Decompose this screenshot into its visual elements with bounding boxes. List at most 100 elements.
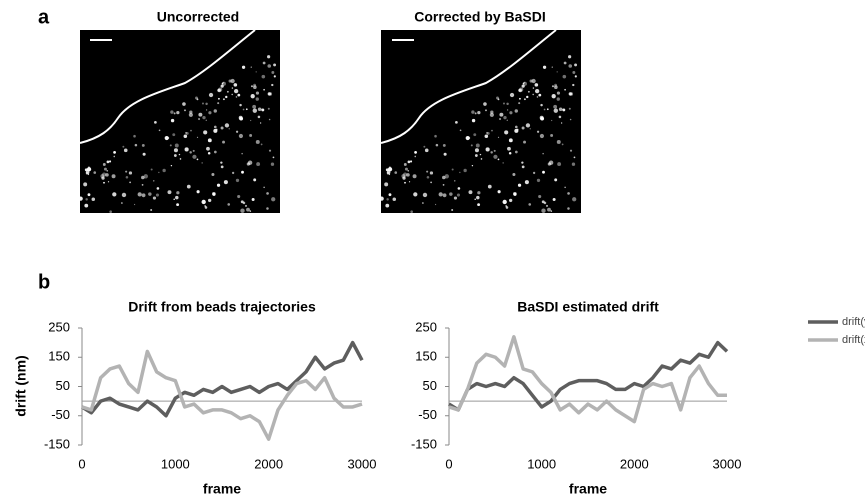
- spot: [266, 207, 269, 210]
- spot: [196, 158, 199, 161]
- spot: [231, 93, 233, 96]
- spot: [471, 164, 474, 167]
- spot: [385, 168, 389, 172]
- spot: [485, 109, 487, 112]
- spot: [263, 186, 265, 189]
- spot: [564, 88, 566, 91]
- spot: [506, 119, 508, 121]
- spot: [204, 206, 208, 209]
- spot: [175, 195, 179, 200]
- spot: [237, 194, 241, 199]
- spot: [260, 122, 262, 124]
- spot: [245, 108, 248, 111]
- spot: [179, 158, 182, 160]
- spot: [230, 78, 235, 84]
- spot: [235, 130, 239, 133]
- x-tick-label: 2000: [254, 456, 283, 471]
- spot: [540, 116, 545, 121]
- spot: [158, 171, 160, 174]
- spot: [153, 180, 155, 182]
- spot: [121, 192, 127, 198]
- spot: [184, 109, 186, 112]
- spot: [443, 152, 447, 156]
- spot: [551, 85, 554, 88]
- spot: [241, 65, 246, 69]
- spot: [143, 174, 148, 179]
- spot: [523, 81, 526, 84]
- spot: [562, 74, 567, 79]
- drift-line: [81, 349, 363, 441]
- spot: [424, 148, 429, 153]
- spot: [542, 170, 545, 174]
- spot: [514, 125, 518, 129]
- spot: [525, 123, 531, 128]
- spot: [273, 75, 276, 78]
- spot: [207, 152, 211, 155]
- spot: [423, 145, 426, 148]
- spot: [435, 143, 439, 147]
- spot: [547, 207, 551, 212]
- spot: [473, 133, 477, 137]
- spot: [509, 198, 513, 203]
- spot: [220, 84, 224, 88]
- spot: [268, 149, 272, 152]
- spot: [502, 199, 507, 205]
- spot: [574, 75, 577, 78]
- spot: [249, 134, 253, 137]
- spot: [141, 193, 146, 198]
- legend-label: drift(x): [842, 334, 865, 346]
- micrograph: [80, 30, 280, 213]
- y-tick-label: -50: [51, 407, 70, 422]
- spot: [217, 88, 222, 93]
- spot: [558, 107, 563, 112]
- spot: [414, 155, 417, 158]
- spot: [476, 195, 480, 200]
- spot: [413, 192, 418, 197]
- spot: [529, 128, 531, 130]
- spot: [402, 176, 406, 180]
- spot: [270, 162, 275, 166]
- spot: [239, 116, 244, 121]
- spot: [134, 143, 138, 147]
- spot: [389, 166, 391, 168]
- spot: [531, 78, 536, 84]
- spot: [468, 190, 473, 195]
- spot: [186, 184, 191, 189]
- spot: [88, 166, 90, 168]
- spot: [517, 183, 522, 187]
- spot: [109, 210, 112, 214]
- y-tick-label: 150: [415, 349, 437, 364]
- spot: [224, 123, 230, 128]
- spot: [509, 111, 513, 115]
- spot: [220, 161, 223, 164]
- spot: [241, 170, 244, 174]
- spot: [233, 88, 239, 94]
- spot: [213, 125, 217, 129]
- spot: [185, 131, 187, 134]
- spot: [246, 207, 250, 212]
- spot: [141, 175, 145, 180]
- spot: [554, 83, 558, 87]
- spot: [125, 175, 129, 179]
- spot: [109, 160, 112, 163]
- spot: [141, 144, 145, 147]
- spot: [508, 152, 512, 155]
- spot: [434, 203, 437, 206]
- spot: [479, 153, 482, 156]
- spot: [93, 171, 97, 174]
- spot: [474, 154, 478, 157]
- spot: [185, 131, 189, 135]
- spot: [563, 61, 567, 65]
- spot: [526, 95, 529, 99]
- spot: [387, 167, 393, 172]
- spot: [550, 210, 553, 212]
- spot: [271, 83, 274, 87]
- spot: [235, 96, 238, 98]
- spot: [106, 169, 109, 172]
- x-tick-label: 1000: [527, 456, 556, 471]
- spot: [227, 203, 231, 206]
- spot: [188, 112, 193, 117]
- spot: [426, 170, 429, 173]
- spot: [253, 178, 257, 182]
